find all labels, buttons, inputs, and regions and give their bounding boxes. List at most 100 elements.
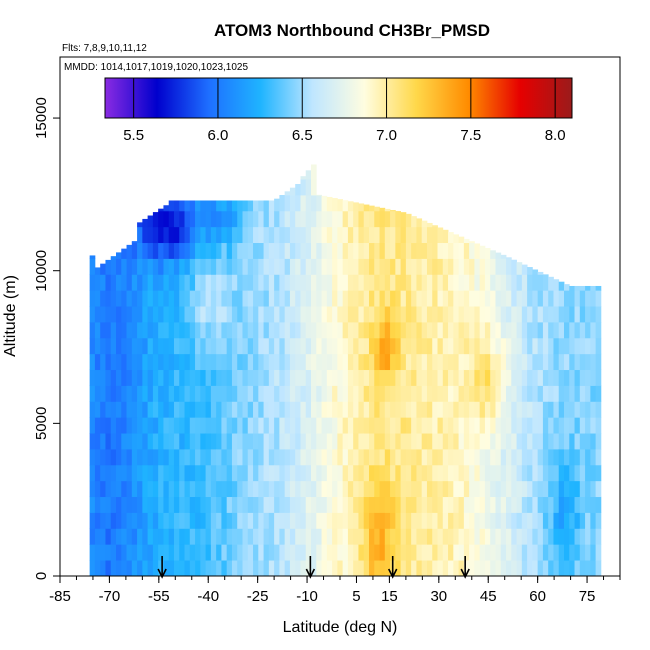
heatmap-cell bbox=[242, 512, 249, 529]
heatmap-cell bbox=[279, 258, 286, 275]
heatmap-cell bbox=[305, 512, 312, 529]
heatmap-cell bbox=[595, 464, 602, 482]
heatmap-cell bbox=[284, 385, 291, 402]
heatmap-cell bbox=[94, 369, 101, 386]
heatmap-cell bbox=[384, 337, 391, 355]
heatmap-cell bbox=[121, 337, 127, 355]
heatmap-cell bbox=[152, 212, 159, 228]
heatmap-cell bbox=[205, 464, 212, 482]
heatmap-cell bbox=[585, 496, 591, 513]
heatmap-cell bbox=[358, 306, 365, 323]
heatmap-cell bbox=[173, 560, 180, 577]
heatmap-cell bbox=[195, 417, 201, 434]
heatmap-cell bbox=[195, 528, 201, 545]
heatmap-cell bbox=[511, 290, 517, 307]
heatmap-cell bbox=[569, 433, 575, 450]
heatmap-cell bbox=[289, 449, 296, 466]
heatmap-cell bbox=[395, 528, 402, 545]
heatmap-cell bbox=[326, 401, 333, 418]
heatmap-cell bbox=[516, 385, 523, 402]
heatmap-cell bbox=[548, 401, 554, 418]
heatmap-cell bbox=[173, 496, 180, 513]
x-tick-label: -70 bbox=[99, 588, 121, 605]
heatmap-cell bbox=[390, 353, 396, 371]
profile-marker-arrow bbox=[460, 556, 470, 579]
heatmap-cell bbox=[458, 274, 465, 291]
heatmap-cell bbox=[511, 544, 517, 561]
heatmap-cell bbox=[463, 306, 470, 323]
heatmap-cell bbox=[374, 337, 380, 355]
heatmap-cell bbox=[374, 242, 380, 259]
heatmap-cell bbox=[163, 480, 170, 498]
heatmap-cell bbox=[590, 337, 597, 355]
heatmap-cell bbox=[274, 544, 280, 561]
heatmap-cell bbox=[442, 369, 449, 386]
heatmap-cell bbox=[416, 290, 423, 307]
heatmap-cell bbox=[368, 205, 375, 212]
heatmap-cell bbox=[442, 274, 449, 291]
heatmap-cell bbox=[300, 385, 307, 402]
heatmap-cell bbox=[458, 306, 465, 323]
heatmap-cell bbox=[585, 433, 591, 450]
heatmap-cell bbox=[432, 449, 438, 466]
heatmap-cell bbox=[247, 306, 254, 323]
heatmap-cell bbox=[411, 417, 417, 434]
heatmap-cell bbox=[358, 544, 365, 561]
heatmap-cell bbox=[168, 274, 175, 291]
heatmap-cell bbox=[495, 385, 502, 402]
heatmap-cell bbox=[484, 528, 491, 545]
heatmap-cell bbox=[200, 322, 206, 339]
heatmap-cell bbox=[173, 401, 180, 418]
heatmap-cell bbox=[189, 385, 196, 402]
heatmap-cell bbox=[590, 285, 597, 291]
heatmap-cell bbox=[295, 184, 301, 196]
heatmap-cell bbox=[110, 480, 117, 498]
heatmap-cell bbox=[342, 544, 349, 561]
heatmap-cell bbox=[321, 306, 328, 323]
heatmap-cell bbox=[374, 512, 380, 529]
heatmap-cell bbox=[142, 496, 149, 513]
heatmap-cell bbox=[89, 306, 96, 323]
heatmap-cell bbox=[353, 385, 359, 402]
heatmap-cell bbox=[337, 496, 344, 513]
heatmap-cell bbox=[131, 512, 138, 529]
heatmap-cell bbox=[137, 322, 143, 339]
heatmap-cell bbox=[368, 560, 375, 577]
heatmap-cell bbox=[221, 210, 228, 228]
heatmap-cell bbox=[94, 433, 101, 450]
heatmap-cell bbox=[263, 242, 270, 259]
heatmap-cell bbox=[553, 512, 560, 529]
heatmap-cell bbox=[368, 512, 375, 529]
heatmap-cell bbox=[116, 337, 122, 355]
heatmap-cell bbox=[147, 322, 154, 339]
heatmap-cell bbox=[521, 544, 528, 561]
heatmap-cell bbox=[532, 560, 539, 577]
heatmap-cell bbox=[216, 496, 222, 513]
heatmap-cell bbox=[147, 290, 154, 307]
heatmap-cell bbox=[289, 369, 296, 386]
heatmap-cell bbox=[263, 290, 270, 307]
heatmap-cell bbox=[205, 417, 212, 434]
heatmap-cell bbox=[147, 401, 154, 418]
heatmap-cell bbox=[553, 401, 560, 418]
heatmap-cell bbox=[595, 449, 602, 466]
heatmap-cell bbox=[395, 211, 402, 228]
x-axis: -85 -70 -55 -40 -25 -10 5 15 30 45 60 75 bbox=[49, 576, 621, 605]
heatmap-cell bbox=[300, 290, 307, 307]
heatmap-cell bbox=[521, 496, 528, 513]
colorbar-tick-label: 8.0 bbox=[545, 127, 566, 144]
heatmap-cell bbox=[326, 258, 333, 275]
heatmap-cell bbox=[305, 401, 312, 418]
heatmap-cell bbox=[231, 290, 238, 307]
heatmap-cell bbox=[131, 290, 138, 307]
heatmap-cell bbox=[347, 385, 354, 402]
heatmap-cell bbox=[300, 179, 307, 196]
heatmap-cell bbox=[463, 242, 470, 259]
heatmap-cell bbox=[511, 259, 517, 275]
heatmap-cell bbox=[116, 433, 122, 450]
heatmap-cell bbox=[94, 480, 101, 498]
heatmap-cell bbox=[147, 560, 154, 577]
heatmap-cell bbox=[374, 480, 380, 498]
heatmap-cell bbox=[579, 449, 586, 466]
heatmap-cell bbox=[305, 353, 312, 371]
